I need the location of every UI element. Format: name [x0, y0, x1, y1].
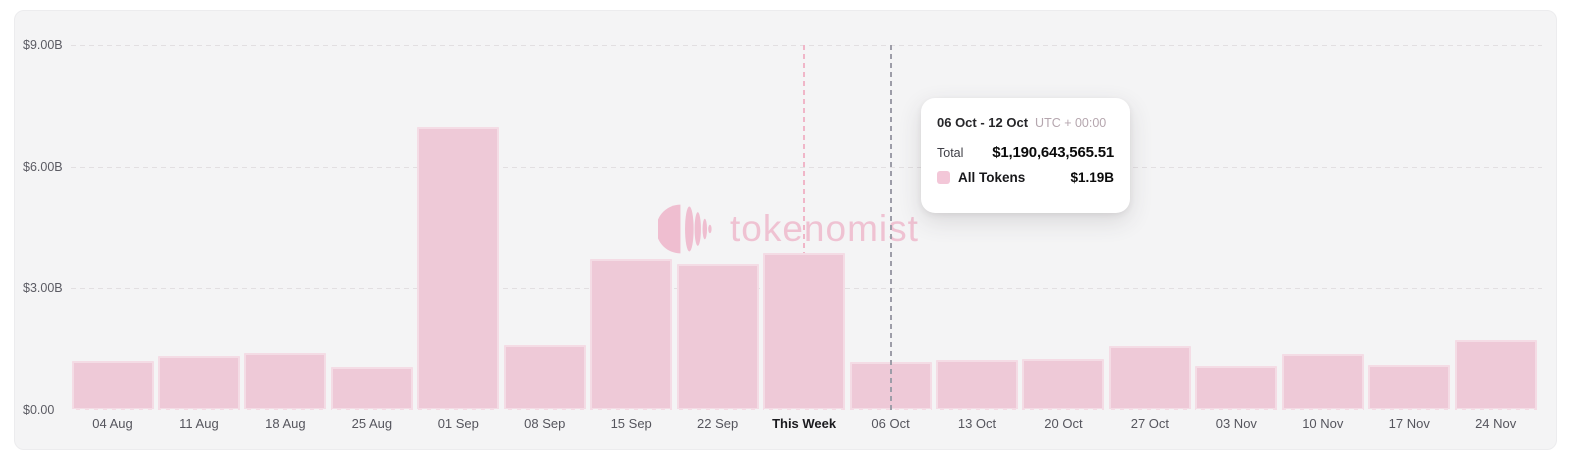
- tooltip-total-value: $1,190,643,565.51: [992, 144, 1114, 161]
- bar-chart: $0.00 $3.00B $6.00B $9.00B 04 Aug 11 Aug 18 Au…: [15, 11, 1556, 449]
- tooltip-timezone: UTC + 00:00: [1035, 116, 1107, 130]
- bar-24-nov[interactable]: [1454, 340, 1537, 410]
- x-axis-label-18-aug: 18 Aug: [265, 416, 306, 431]
- tooltip-date-range: 06 Oct - 12 Oct: [937, 115, 1029, 130]
- bar-13-oct[interactable]: [936, 360, 1018, 410]
- tooltip-series-value: $1.19B: [1070, 170, 1114, 185]
- bar-27-oct[interactable]: [1108, 345, 1191, 410]
- x-axis-label-this-week: This Week: [772, 416, 837, 431]
- x-axis-label-22-sep: 22 Sep: [697, 416, 739, 431]
- bar-20-oct[interactable]: [1022, 358, 1105, 410]
- y-axis-tick-label: $9.00B: [23, 38, 63, 52]
- bar-03-nov[interactable]: [1195, 365, 1278, 410]
- bar-25-aug[interactable]: [330, 366, 413, 410]
- x-axis-label-04-aug: 04 Aug: [92, 416, 133, 431]
- gridline-900B: [71, 45, 1542, 46]
- x-axis-label-13-oct: 13 Oct: [957, 416, 997, 431]
- y-axis-tick-label: $3.00B: [23, 281, 63, 296]
- x-axis-label-06-oct: 06 Oct: [871, 416, 910, 431]
- x-axis-label-24-nov: 24 Nov: [1475, 416, 1517, 431]
- x-axis-label-17-nov: 17 Nov: [1388, 416, 1430, 431]
- y-axis-tick-label: $0.00: [23, 403, 55, 417]
- current-week-line: [803, 45, 806, 410]
- chart-tooltip: 06 Oct - 12 Oct UTC + 00:00 Total $1,190…: [921, 98, 1130, 213]
- bar-04-aug[interactable]: [71, 360, 154, 410]
- bar-10-nov[interactable]: [1281, 353, 1364, 410]
- baseline-dash-overlay: [71, 409, 1542, 411]
- bar-18-aug[interactable]: [244, 352, 327, 410]
- x-axis-label-15-sep: 15 Sep: [610, 416, 652, 431]
- all-tokens-swatch-icon: [937, 171, 950, 184]
- hover-crosshair-line: [889, 45, 892, 410]
- bar-22-sep[interactable]: [676, 263, 759, 410]
- x-axis-label-08-sep: 08 Sep: [524, 416, 566, 431]
- bar-01-sep[interactable]: [417, 126, 500, 410]
- bar-15-sep[interactable]: [590, 259, 673, 410]
- bar-17-nov[interactable]: [1368, 364, 1451, 410]
- release-schedule-chart-panel: $0.00 $3.00B $6.00B $9.00B 04 Aug 11 Aug 18 Au…: [14, 10, 1557, 450]
- x-axis-label-10-nov: 10 Nov: [1302, 416, 1344, 431]
- bar-this-week[interactable]: [763, 253, 846, 410]
- x-axis-label-03-nov: 03 Nov: [1215, 416, 1257, 431]
- bar-08-sep[interactable]: [503, 344, 586, 410]
- y-axis-tick-label: $6.00B: [23, 159, 63, 174]
- x-axis-label-27-oct: 27 Oct: [1130, 416, 1170, 431]
- x-axis-label-11-aug: 11 Aug: [179, 416, 219, 431]
- gridline-600B: [71, 166, 1542, 168]
- tooltip-total-label: Total: [937, 146, 964, 160]
- x-axis-label-01-sep: 01 Sep: [437, 416, 479, 431]
- tooltip-series-label: All Tokens: [958, 170, 1026, 185]
- bar-11-aug[interactable]: [157, 356, 240, 410]
- x-axis-label-25-aug: 25 Aug: [351, 416, 393, 431]
- x-axis-label-20-oct: 20 Oct: [1044, 416, 1083, 431]
